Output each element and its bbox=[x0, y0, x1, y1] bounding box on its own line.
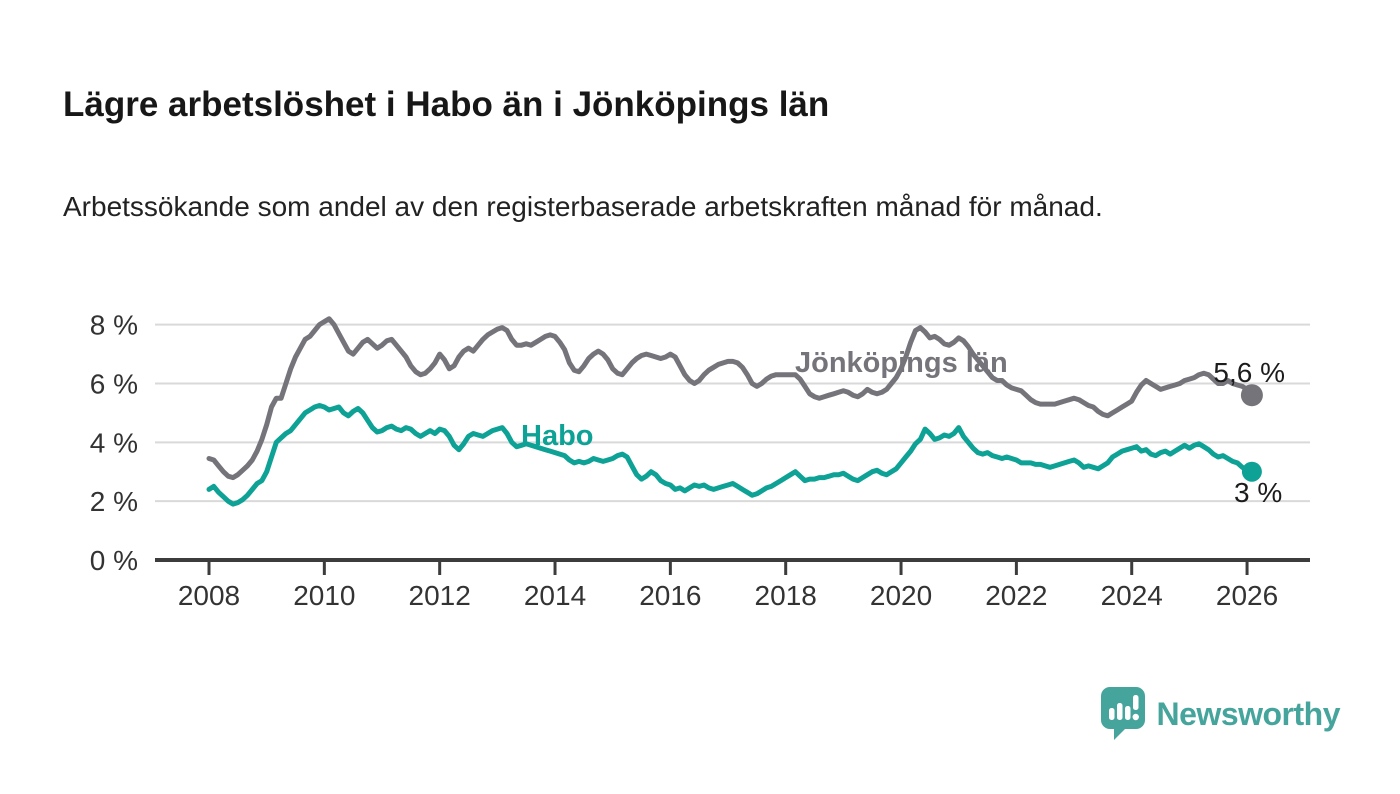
chart-title: Lägre arbetslöshet i Habo än i Jönköping… bbox=[63, 85, 830, 125]
x-tick-label: 2016 bbox=[639, 580, 701, 611]
newsworthy-logo: Newsworthy bbox=[1100, 686, 1341, 742]
series-label-habo: Habo bbox=[521, 420, 594, 452]
x-tick-label: 2024 bbox=[1101, 580, 1163, 611]
y-tick-label: 0 % bbox=[90, 545, 138, 576]
series-end-dot-jonkopings-lan bbox=[1240, 384, 1263, 407]
newsworthy-logo-icon bbox=[1100, 687, 1145, 740]
x-tick-label: 2010 bbox=[293, 580, 355, 611]
series-end-dot-habo bbox=[1241, 461, 1262, 482]
newsworthy-brand-text: Newsworthy bbox=[1156, 695, 1341, 732]
x-tick-label: 2022 bbox=[985, 580, 1047, 611]
chart-subtitle: Arbetssökande som andel av den registerb… bbox=[63, 191, 1103, 222]
y-tick-label: 6 % bbox=[90, 368, 138, 399]
x-tick-label: 2018 bbox=[755, 580, 817, 611]
series-path-habo bbox=[206, 403, 1255, 507]
x-tick-label: 2020 bbox=[870, 580, 932, 611]
x-tick-label: 2014 bbox=[524, 580, 586, 611]
x-tick-label: 2012 bbox=[409, 580, 471, 611]
x-tick-label: 2008 bbox=[178, 580, 240, 611]
latest-value-jonkopings-lan: 5,6 % bbox=[1213, 357, 1285, 388]
y-tick-label: 2 % bbox=[90, 486, 138, 517]
y-tick-label: 8 % bbox=[90, 310, 138, 341]
latest-value-habo: 3 % bbox=[1234, 477, 1283, 508]
x-tick-label: 2026 bbox=[1216, 580, 1278, 611]
series-path-jonkopings-lan bbox=[206, 316, 1255, 481]
series-label-jonkopings-lan: Jönköpings län bbox=[795, 347, 1008, 379]
y-tick-label: 4 % bbox=[90, 427, 138, 458]
